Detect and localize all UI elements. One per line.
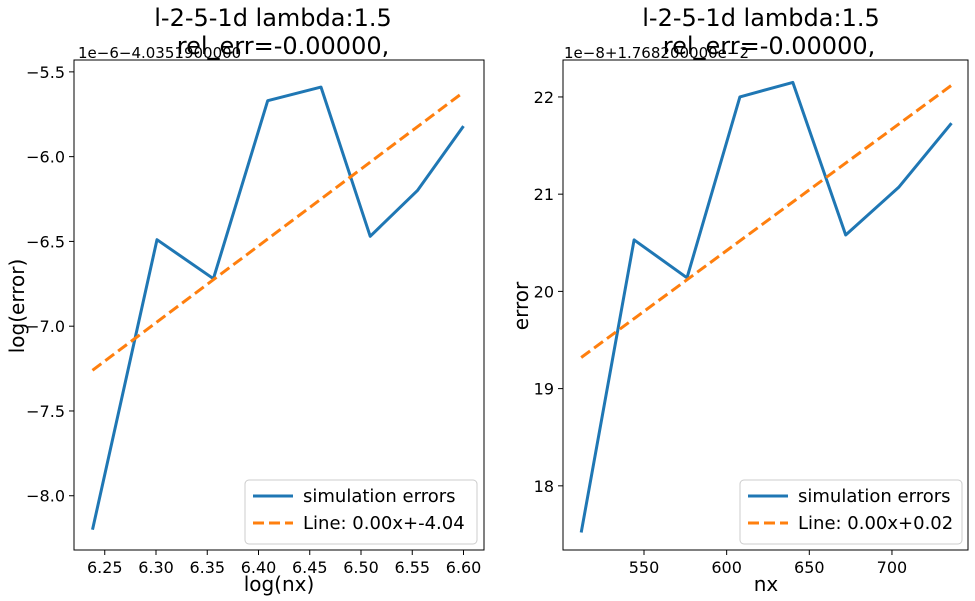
chart-left-ytick-label: −5.5 (26, 63, 65, 82)
chart-left-title-line1: l-2-5-1d lambda:1.5 (154, 4, 392, 32)
chart-left-xtick-label: 6.45 (292, 558, 328, 577)
chart-left-xtick-label: 6.50 (343, 558, 379, 577)
chart-right-legend-label: Line: 0.00x+0.02 (798, 513, 953, 534)
chart-right-offset-text: 1e−8+1.768200000e−2 (564, 44, 749, 62)
chart-right-ytick-label: 21 (534, 185, 554, 204)
chart-right-plot-area: 550 600 650 700 18 19 20 21 22 simulation errors L… (534, 59, 969, 577)
chart-left-xlabel: log(nx) (244, 572, 315, 596)
chart-right-xlabel: nx (754, 572, 779, 596)
chart-left-ytick-label: −8.0 (26, 487, 65, 506)
chart-right-title-line2: rel_err=-0.00000, (663, 32, 876, 60)
chart-left-ytick-label: −7.5 (26, 402, 65, 421)
chart-right-legend-label: simulation errors (798, 486, 951, 507)
chart-right-ytick-label: 18 (534, 477, 554, 496)
chart-right-series-fit-line (580, 84, 953, 359)
chart-right-series-simulation-errors (579, 80, 953, 533)
chart-left-xtick-label: 6.55 (394, 558, 430, 577)
chart-left-series-simulation-errors (91, 85, 465, 531)
chart-right-legend: simulation errors Line: 0.00x+0.02 (739, 479, 963, 545)
chart-left-xtick-label: 6.35 (189, 558, 225, 577)
chart-left-legend-label: Line: 0.00x+-4.04 (303, 513, 465, 534)
chart-right-ytick-label: 22 (534, 88, 554, 107)
chart-left-legend-label: simulation errors (303, 486, 456, 507)
chart-left-axes-frame (73, 59, 485, 551)
chart-left-xtick-label: 6.60 (446, 558, 482, 577)
chart-right-xtick-label: 550 (629, 558, 660, 577)
chart-left-ytick-label: −6.5 (26, 232, 65, 251)
chart-left-legend: simulation errors Line: 0.00x+-4.04 (244, 479, 478, 545)
chart-left-legend-box (244, 479, 478, 545)
chart-left-offset-text: 1e−6−4.0351900000 (78, 44, 241, 62)
chart-right-legend-box (739, 479, 963, 545)
chart-left-plot-area: 6.25 6.30 6.35 6.40 6.45 6.50 6.55 6.60 −8.0 −7.5… (26, 59, 485, 577)
chart-left-title-line2: rel_err=-0.00000, (177, 32, 390, 60)
chart-left-xtick-label: 6.30 (138, 558, 174, 577)
chart-right-ytick-label: 19 (534, 380, 554, 399)
chart-left-ylabel: log(error) (5, 259, 29, 354)
chart-right-ytick-label: 20 (534, 282, 554, 301)
chart-right-xtick-label: 650 (794, 558, 825, 577)
chart-right-title-line1: l-2-5-1d lambda:1.5 (642, 4, 880, 32)
chart-left-ytick-label: −7.0 (26, 317, 65, 336)
chart-left-xtick-label: 6.40 (241, 558, 277, 577)
chart-right-ylabel: error (509, 281, 533, 330)
chart-right-xtick-label: 600 (711, 558, 742, 577)
chart-left: l-2-5-1d lambda:1.5 rel_err=-0.00000, 1e… (5, 4, 485, 596)
chart-left-series-fit-line (91, 90, 465, 372)
chart-right-xtick-label: 700 (877, 558, 908, 577)
chart-right: l-2-5-1d lambda:1.5 rel_err=-0.00000, 1e… (509, 4, 969, 596)
chart-right-axes-frame (562, 59, 969, 551)
chart-left-ytick-label: −6.0 (26, 148, 65, 167)
chart-left-xtick-label: 6.25 (87, 558, 123, 577)
